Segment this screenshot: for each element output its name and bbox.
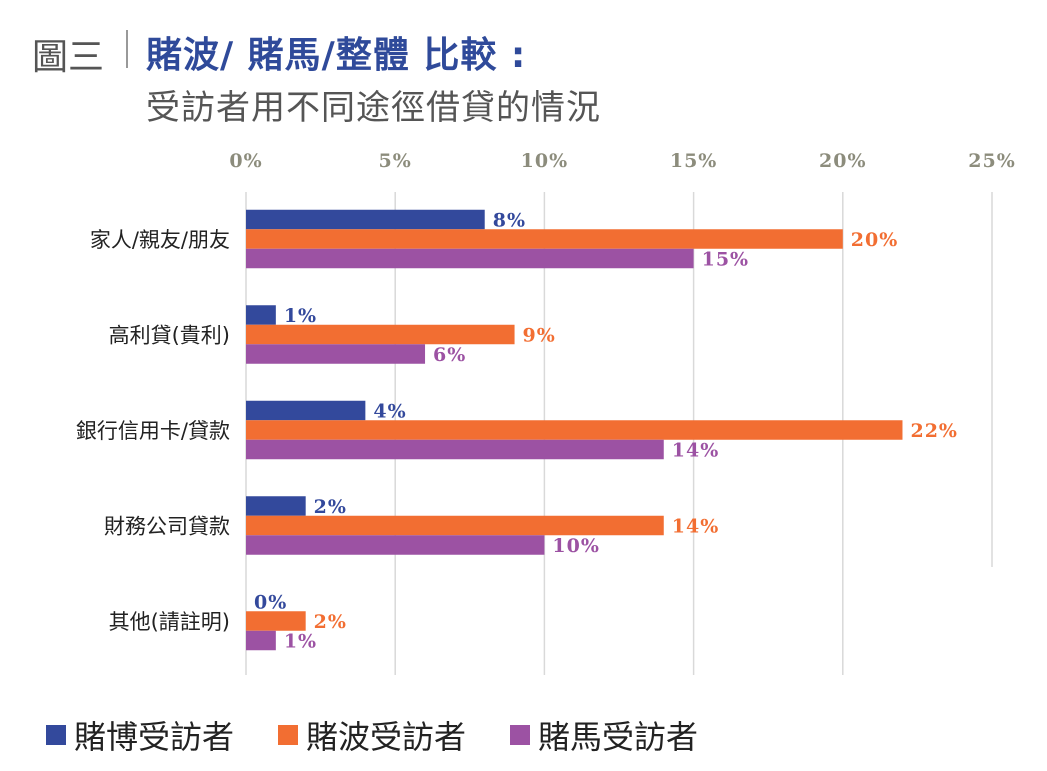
figure-label: 圖三 <box>32 37 105 78</box>
x-tick-label: 20% <box>819 150 867 172</box>
bar <box>246 496 306 516</box>
data-label: 8% <box>493 209 526 231</box>
chart-title: 賭波/ 賭馬/整體 比較 : <box>146 35 527 76</box>
data-label: 0% <box>254 591 287 613</box>
data-label: 15% <box>702 248 750 270</box>
bar <box>246 400 366 421</box>
data-label: 2% <box>314 611 347 633</box>
data-label: 6% <box>433 344 466 366</box>
data-label: 2% <box>314 496 347 518</box>
legend-swatch <box>510 725 531 745</box>
bar <box>246 420 903 440</box>
x-tick-label: 5% <box>379 150 412 172</box>
legend-item: 賭博受訪者 <box>46 712 234 758</box>
legend: 賭博受訪者 賭波受訪者 賭馬受訪者 <box>46 712 698 758</box>
category-label: 其他(請註明) <box>109 610 230 634</box>
legend-swatch <box>46 725 66 745</box>
data-label: 14% <box>672 515 720 537</box>
legend-item: 賭馬受訪者 <box>510 712 698 758</box>
data-label: 20% <box>851 229 899 251</box>
legend-item: 賭波受訪者 <box>278 712 466 758</box>
category-label: 家人/親友/朋友 <box>90 228 230 252</box>
category-label: 銀行信用卡/貸款 <box>76 419 230 443</box>
title-divider <box>126 30 128 68</box>
chart-subtitle: 受訪者用不同途徑借貸的情況 <box>146 88 601 128</box>
bar <box>246 209 485 230</box>
x-tick-label: 0% <box>229 150 262 172</box>
x-tick-label: 15% <box>670 150 718 172</box>
bar <box>246 535 545 555</box>
bar <box>246 611 306 631</box>
bar <box>246 630 276 651</box>
legend-swatch <box>278 725 299 745</box>
data-label: 10% <box>552 535 600 557</box>
category-label: 高利貸(貴利) <box>109 324 230 348</box>
category-label: 財務公司貸款 <box>104 515 230 539</box>
data-label: 9% <box>523 324 556 346</box>
bar <box>246 344 426 364</box>
legend-label: 賭博受訪者 <box>74 718 235 756</box>
legend-label: 賭馬受訪者 <box>538 718 699 756</box>
data-label: 22% <box>910 420 958 442</box>
bar <box>246 439 664 460</box>
x-tick-label: 10% <box>521 150 569 172</box>
data-label: 4% <box>373 400 406 422</box>
bar <box>246 248 694 269</box>
data-label: 14% <box>672 439 720 461</box>
bar <box>246 515 664 536</box>
data-label: 1% <box>284 305 317 327</box>
bar <box>246 305 276 325</box>
legend-label: 賭波受訪者 <box>306 718 467 756</box>
bar <box>246 229 843 249</box>
bar <box>246 324 515 345</box>
data-label: 1% <box>284 630 317 652</box>
x-tick-label: 25% <box>968 150 1016 172</box>
